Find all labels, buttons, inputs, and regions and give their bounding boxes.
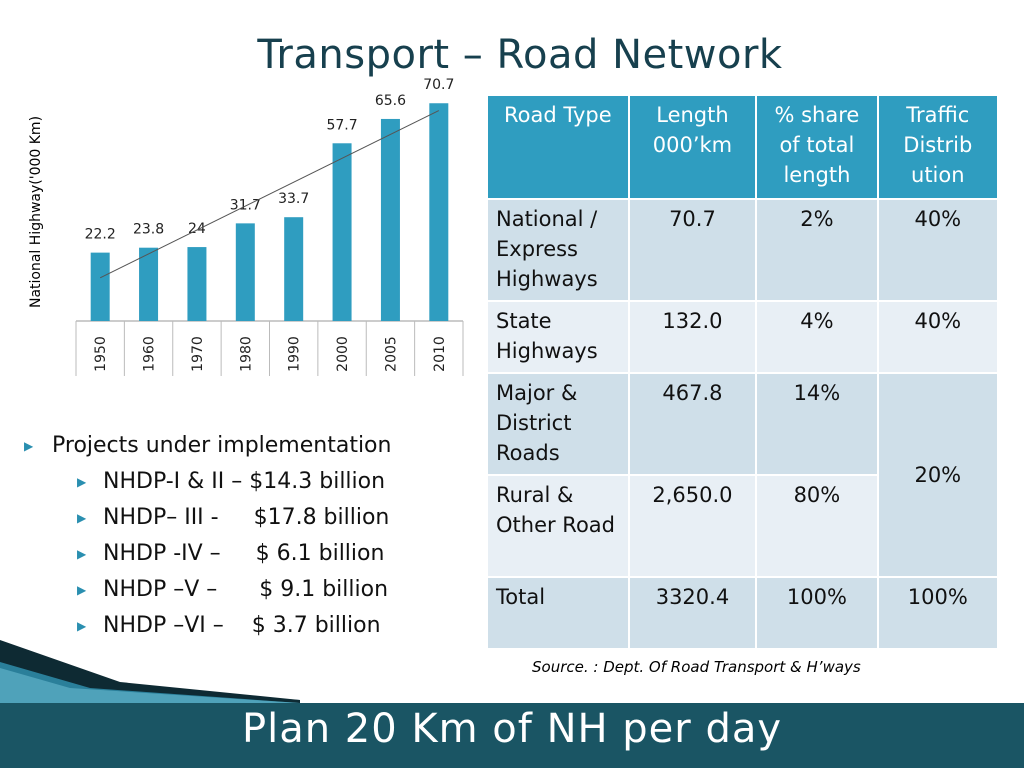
table-row: Rural & Other Road 2,650.0 80% bbox=[486, 474, 998, 578]
page-title: Transport – Road Network bbox=[257, 32, 783, 78]
cell-traffic: 100% bbox=[876, 576, 1000, 650]
cell-share: 80% bbox=[755, 474, 879, 578]
projects-list: ▶ Projects under implementation ▶ NHDP-I… bbox=[22, 428, 482, 644]
cell-length: 132.0 bbox=[627, 300, 758, 374]
project-item: ▶ NHDP-I & II – $14.3 billion bbox=[22, 464, 482, 500]
bar bbox=[90, 252, 110, 321]
project-amount: $ 3.7 billion bbox=[251, 613, 381, 638]
project-name: NHDP-I & II – bbox=[103, 469, 250, 494]
cell-traffic: 40% bbox=[876, 300, 1000, 374]
header-length: Length 000’km bbox=[627, 94, 758, 200]
projects-heading-item: ▶ Projects under implementation bbox=[22, 428, 482, 464]
project-amount: $ 9.1 billion bbox=[259, 577, 389, 602]
cell-traffic: 40% bbox=[876, 198, 1000, 302]
project-name: NHDP –V – bbox=[103, 577, 218, 602]
project-item: ▶ NHDP –VI – $ 3.7 billion bbox=[22, 608, 482, 644]
data-label: 65.6 bbox=[375, 93, 406, 109]
cell-traffic-merged: 20% bbox=[876, 372, 1000, 578]
footer-bar bbox=[0, 703, 1024, 768]
cell-road-type: Total bbox=[486, 576, 630, 650]
bar bbox=[139, 247, 159, 321]
bullet-arrow-icon: ▶ bbox=[77, 583, 87, 597]
data-label: 70.7 bbox=[423, 77, 454, 93]
data-label: 22.2 bbox=[85, 227, 116, 243]
project-item: ▶ NHDP –V – $ 9.1 billion bbox=[22, 572, 482, 608]
x-tick-label: 2010 bbox=[432, 336, 448, 372]
table-row: State Highways 132.0 4% 40% bbox=[486, 300, 1000, 374]
x-tick-label: 1950 bbox=[93, 336, 109, 372]
data-label: 31.7 bbox=[230, 197, 261, 213]
national-highway-bar-chart: National Highway('000 Km) 22.2 1950 23.8 196… bbox=[28, 77, 464, 376]
cell-length: 70.7 bbox=[627, 198, 758, 302]
cell-road-type: State Highways bbox=[486, 300, 630, 374]
x-tick-label: 1980 bbox=[238, 336, 254, 372]
cell-share: 4% bbox=[755, 300, 879, 374]
bar bbox=[235, 223, 255, 321]
x-tick-label: 2000 bbox=[335, 336, 351, 372]
header-road-type: Road Type bbox=[486, 94, 630, 200]
x-tick-label: 1970 bbox=[190, 336, 206, 372]
bar bbox=[332, 143, 352, 321]
project-item: ▶ NHDP -IV – $ 6.1 billion bbox=[22, 536, 482, 572]
cell-share: 100% bbox=[755, 576, 879, 650]
bar bbox=[380, 118, 400, 321]
x-tick-label: 1990 bbox=[287, 336, 303, 372]
data-label: 33.7 bbox=[278, 191, 309, 207]
cell-road-type: Major & District Roads bbox=[486, 372, 630, 476]
bullet-arrow-icon: ▶ bbox=[77, 511, 87, 525]
cell-share: 14% bbox=[755, 372, 879, 476]
table-row: Total 3320.4 100% 100% bbox=[486, 576, 1000, 650]
x-tick-label: 2005 bbox=[383, 336, 399, 372]
project-amount: $14.3 billion bbox=[249, 469, 386, 494]
data-label: 23.8 bbox=[133, 222, 164, 238]
cell-road-type: Rural & Other Road bbox=[486, 474, 630, 578]
table-header-row: Road Type Length 000’km % share of total… bbox=[486, 94, 1000, 200]
cell-length: 2,650.0 bbox=[627, 474, 758, 578]
footer-text: Plan 20 Km of NH per day bbox=[241, 706, 783, 752]
bar bbox=[284, 217, 304, 321]
bullet-arrow-icon: ▶ bbox=[77, 475, 87, 489]
trendline bbox=[99, 110, 440, 279]
data-label: 24 bbox=[188, 221, 206, 237]
x-tick-label: 1960 bbox=[142, 336, 158, 372]
y-axis-label: National Highway('000 Km) bbox=[28, 116, 44, 308]
cell-length: 3320.4 bbox=[627, 576, 758, 650]
source-note: Source. : Dept. Of Road Transport & H’wa… bbox=[532, 658, 861, 676]
cell-road-type: National / Express Highways bbox=[486, 198, 630, 302]
table-row: National / Express Highways 70.7 2% 40% bbox=[486, 198, 1000, 302]
cell-share: 2% bbox=[755, 198, 879, 302]
road-network-table: Road Type Length 000’km % share of total… bbox=[486, 94, 1000, 650]
project-name: NHDP –VI – bbox=[103, 613, 224, 638]
project-amount: $ 6.1 billion bbox=[255, 541, 385, 566]
header-share: % share of total length bbox=[755, 94, 879, 200]
bullet-arrow-icon: ▶ bbox=[77, 619, 87, 633]
project-name: NHDP -IV – bbox=[103, 541, 221, 566]
bar bbox=[429, 103, 449, 321]
header-traffic: Traffic Distrib ution bbox=[876, 94, 1000, 200]
projects-heading: Projects under implementation bbox=[52, 433, 392, 458]
cell-length: 467.8 bbox=[627, 372, 758, 476]
table-row: Major & District Roads 467.8 14% 20% bbox=[486, 372, 1000, 578]
data-label: 57.7 bbox=[326, 117, 357, 133]
project-item: ▶ NHDP– III - $17.8 billion bbox=[22, 500, 482, 536]
project-name: NHDP– III - bbox=[103, 505, 219, 530]
bullet-arrow-icon: ▶ bbox=[24, 439, 34, 453]
bar bbox=[187, 247, 207, 321]
bullet-arrow-icon: ▶ bbox=[77, 547, 87, 561]
project-amount: $17.8 billion bbox=[253, 505, 390, 530]
footer-swoosh-decoration bbox=[0, 640, 300, 703]
